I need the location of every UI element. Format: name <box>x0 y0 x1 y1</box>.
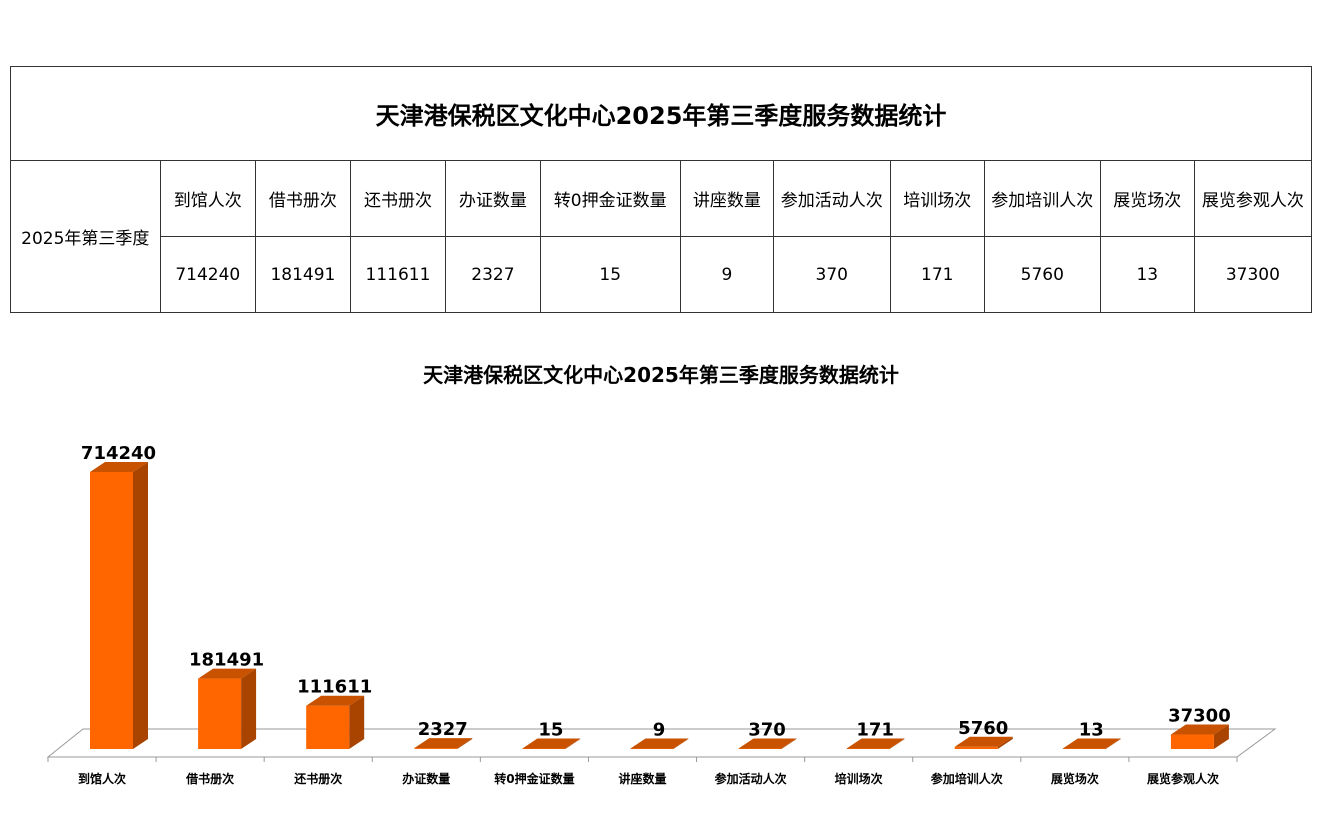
bar <box>522 748 566 749</box>
column-header: 还书册次 <box>349 160 447 237</box>
bar-side <box>1213 724 1229 749</box>
column-header: 展览参观人次 <box>1193 160 1313 237</box>
bar <box>306 705 350 749</box>
table-title: 天津港保税区文化中心2025年第三季度服务数据统计 <box>10 66 1312 161</box>
bar-top <box>846 738 905 749</box>
bar-side <box>349 695 365 749</box>
bar-top <box>198 668 257 679</box>
data-label: 13 <box>1079 720 1104 741</box>
bar-top <box>522 738 581 749</box>
column-header: 借书册次 <box>255 160 351 237</box>
x-tick-label: 参加培训人次 <box>931 771 1003 786</box>
bar-top <box>1062 738 1121 749</box>
bar <box>738 748 782 749</box>
data-label: 171 <box>856 720 894 741</box>
bar-side <box>133 462 148 749</box>
table-cell: 370 <box>772 236 891 313</box>
column-header: 培训场次 <box>889 160 985 237</box>
bar-top <box>954 736 1013 747</box>
table-cell: 15 <box>539 236 681 313</box>
data-label: 714240 <box>81 443 156 464</box>
bar-side <box>565 738 581 749</box>
bar <box>954 746 998 749</box>
data-label: 15 <box>538 720 563 741</box>
bar <box>1170 734 1214 749</box>
bar-top <box>1170 724 1229 735</box>
column-header: 展览场次 <box>1099 160 1195 237</box>
bar <box>414 748 458 749</box>
bar-side <box>997 736 1013 749</box>
bar <box>198 678 242 749</box>
x-tick-label: 转0押金证数量 <box>494 771 574 786</box>
bar-top <box>90 462 148 472</box>
data-label: 9 <box>653 720 666 741</box>
table-cell: 2327 <box>445 236 541 313</box>
column-header: 到馆人次 <box>159 160 257 237</box>
column-header: 办证数量 <box>445 160 541 237</box>
row-label: 2025年第三季度 <box>10 160 161 313</box>
x-tick-label: 借书册次 <box>185 771 234 786</box>
bar-side <box>889 738 905 749</box>
column-header: 转0押金证数量 <box>539 160 681 237</box>
chart-title: 天津港保税区文化中心2025年第三季度服务数据统计 <box>423 363 899 387</box>
x-tick-label: 到馆人次 <box>78 771 126 786</box>
bar <box>1062 748 1106 749</box>
table-cell: 13 <box>1099 236 1195 313</box>
data-label: 370 <box>748 720 786 741</box>
column-header: 参加活动人次 <box>772 160 891 237</box>
bar-top <box>414 738 473 749</box>
table-cell: 37300 <box>1193 236 1313 313</box>
table-cell: 714240 <box>159 236 257 313</box>
column-header: 参加培训人次 <box>983 160 1101 237</box>
x-tick-label: 参加活动人次 <box>715 771 787 786</box>
table-cell: 9 <box>679 236 774 313</box>
bar-side <box>673 738 689 749</box>
data-label: 111611 <box>297 677 372 698</box>
data-label: 181491 <box>189 650 264 671</box>
bar-top <box>630 738 689 749</box>
table-cell: 5760 <box>983 236 1101 313</box>
x-tick-label: 展览场次 <box>1051 771 1099 786</box>
table-cell: 181491 <box>255 236 351 313</box>
bar-top <box>306 695 365 706</box>
data-label: 5760 <box>958 718 1008 739</box>
data-label: 37300 <box>1168 706 1231 727</box>
x-tick-label: 办证数量 <box>402 771 450 786</box>
bar-side <box>1105 738 1121 749</box>
data-label: 2327 <box>418 719 468 740</box>
x-tick-label: 还书册次 <box>293 771 342 786</box>
x-tick-label: 讲座数量 <box>618 771 666 786</box>
bar-top <box>738 738 797 749</box>
x-tick-label: 展览参观人次 <box>1147 771 1219 786</box>
bar <box>630 748 674 749</box>
bar-side <box>457 738 473 749</box>
chart-floor <box>46 728 1277 758</box>
column-header: 讲座数量 <box>679 160 774 237</box>
bar <box>846 748 890 749</box>
table-cell: 171 <box>889 236 985 313</box>
x-tick-label: 培训场次 <box>835 771 883 786</box>
table-cell: 111611 <box>349 236 447 313</box>
bar-chart: 天津港保税区文化中心2025年第三季度服务数据统计 714240 到馆人次 18149… <box>46 363 1277 786</box>
stats-table: 天津港保税区文化中心2025年第三季度服务数据统计 2025年第三季度 到馆人次… <box>10 66 1313 313</box>
bar <box>90 472 133 749</box>
bar-side <box>781 738 797 749</box>
bar-side <box>241 668 257 749</box>
